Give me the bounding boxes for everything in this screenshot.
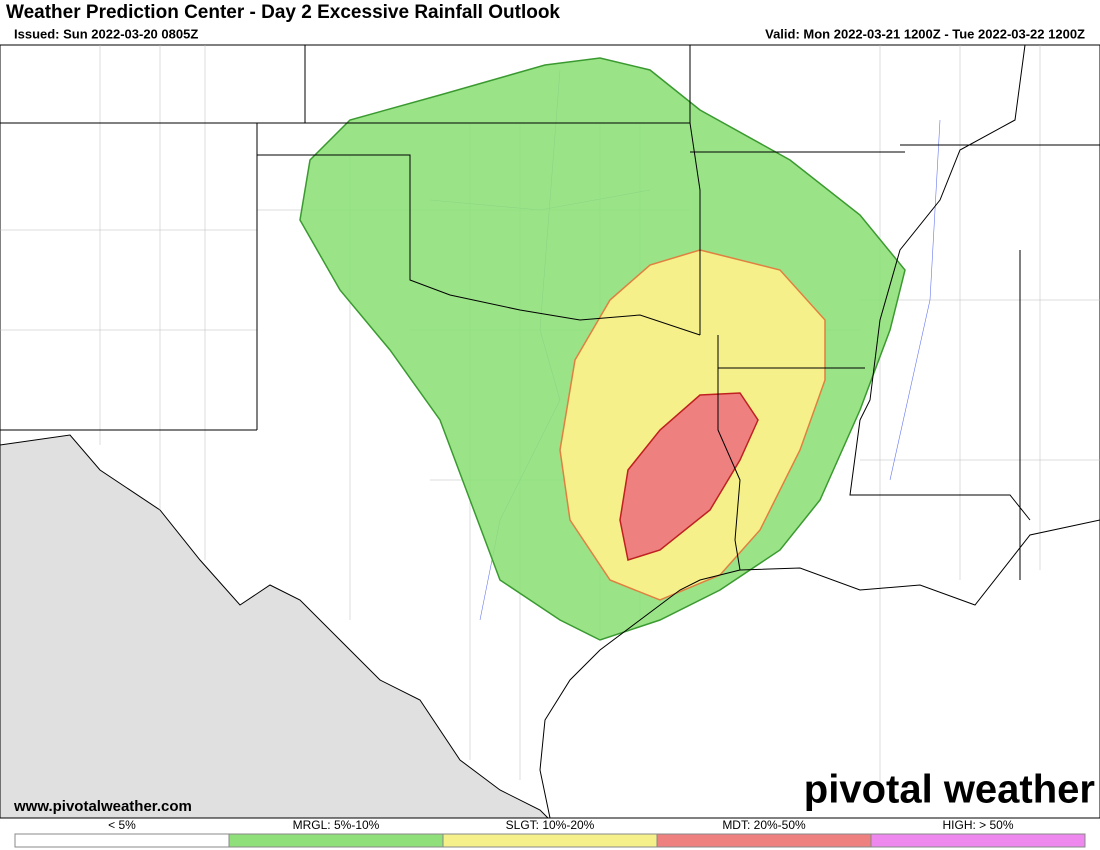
state-borders (0, 44, 1100, 580)
title: Weather Prediction Center - Day 2 Excess… (6, 2, 560, 23)
valid: Valid: Mon 2022-03-21 1200Z - Tue 2022-0… (765, 26, 1085, 41)
legend-label: MDT: 20%-50% (722, 818, 806, 832)
legend-label: HIGH: > 50% (942, 818, 1013, 832)
coastline (539, 519, 1100, 819)
legend-swatch (442, 833, 658, 848)
legend-label: MRGL: 5%-10% (293, 818, 380, 832)
moderate-risk-area (619, 392, 759, 561)
mexico (0, 434, 550, 819)
legend-swatch (870, 833, 1086, 848)
issued: Issued: Sun 2022-03-20 0805Z (14, 26, 198, 41)
brand: pivotal weather (804, 768, 1095, 812)
legend: < 5% MRGL: 5%-10% SLGT: 10%-20% MDT: 20%-50… (14, 818, 1086, 848)
legend-label: SLGT: 10%-20% (506, 818, 595, 832)
legend-swatch (656, 833, 872, 848)
legend-swatch (14, 833, 230, 848)
legend-swatch (228, 833, 444, 848)
legend-label: < 5% (108, 818, 136, 832)
website: www.pivotalweather.com (13, 798, 192, 815)
map (0, 44, 1100, 819)
